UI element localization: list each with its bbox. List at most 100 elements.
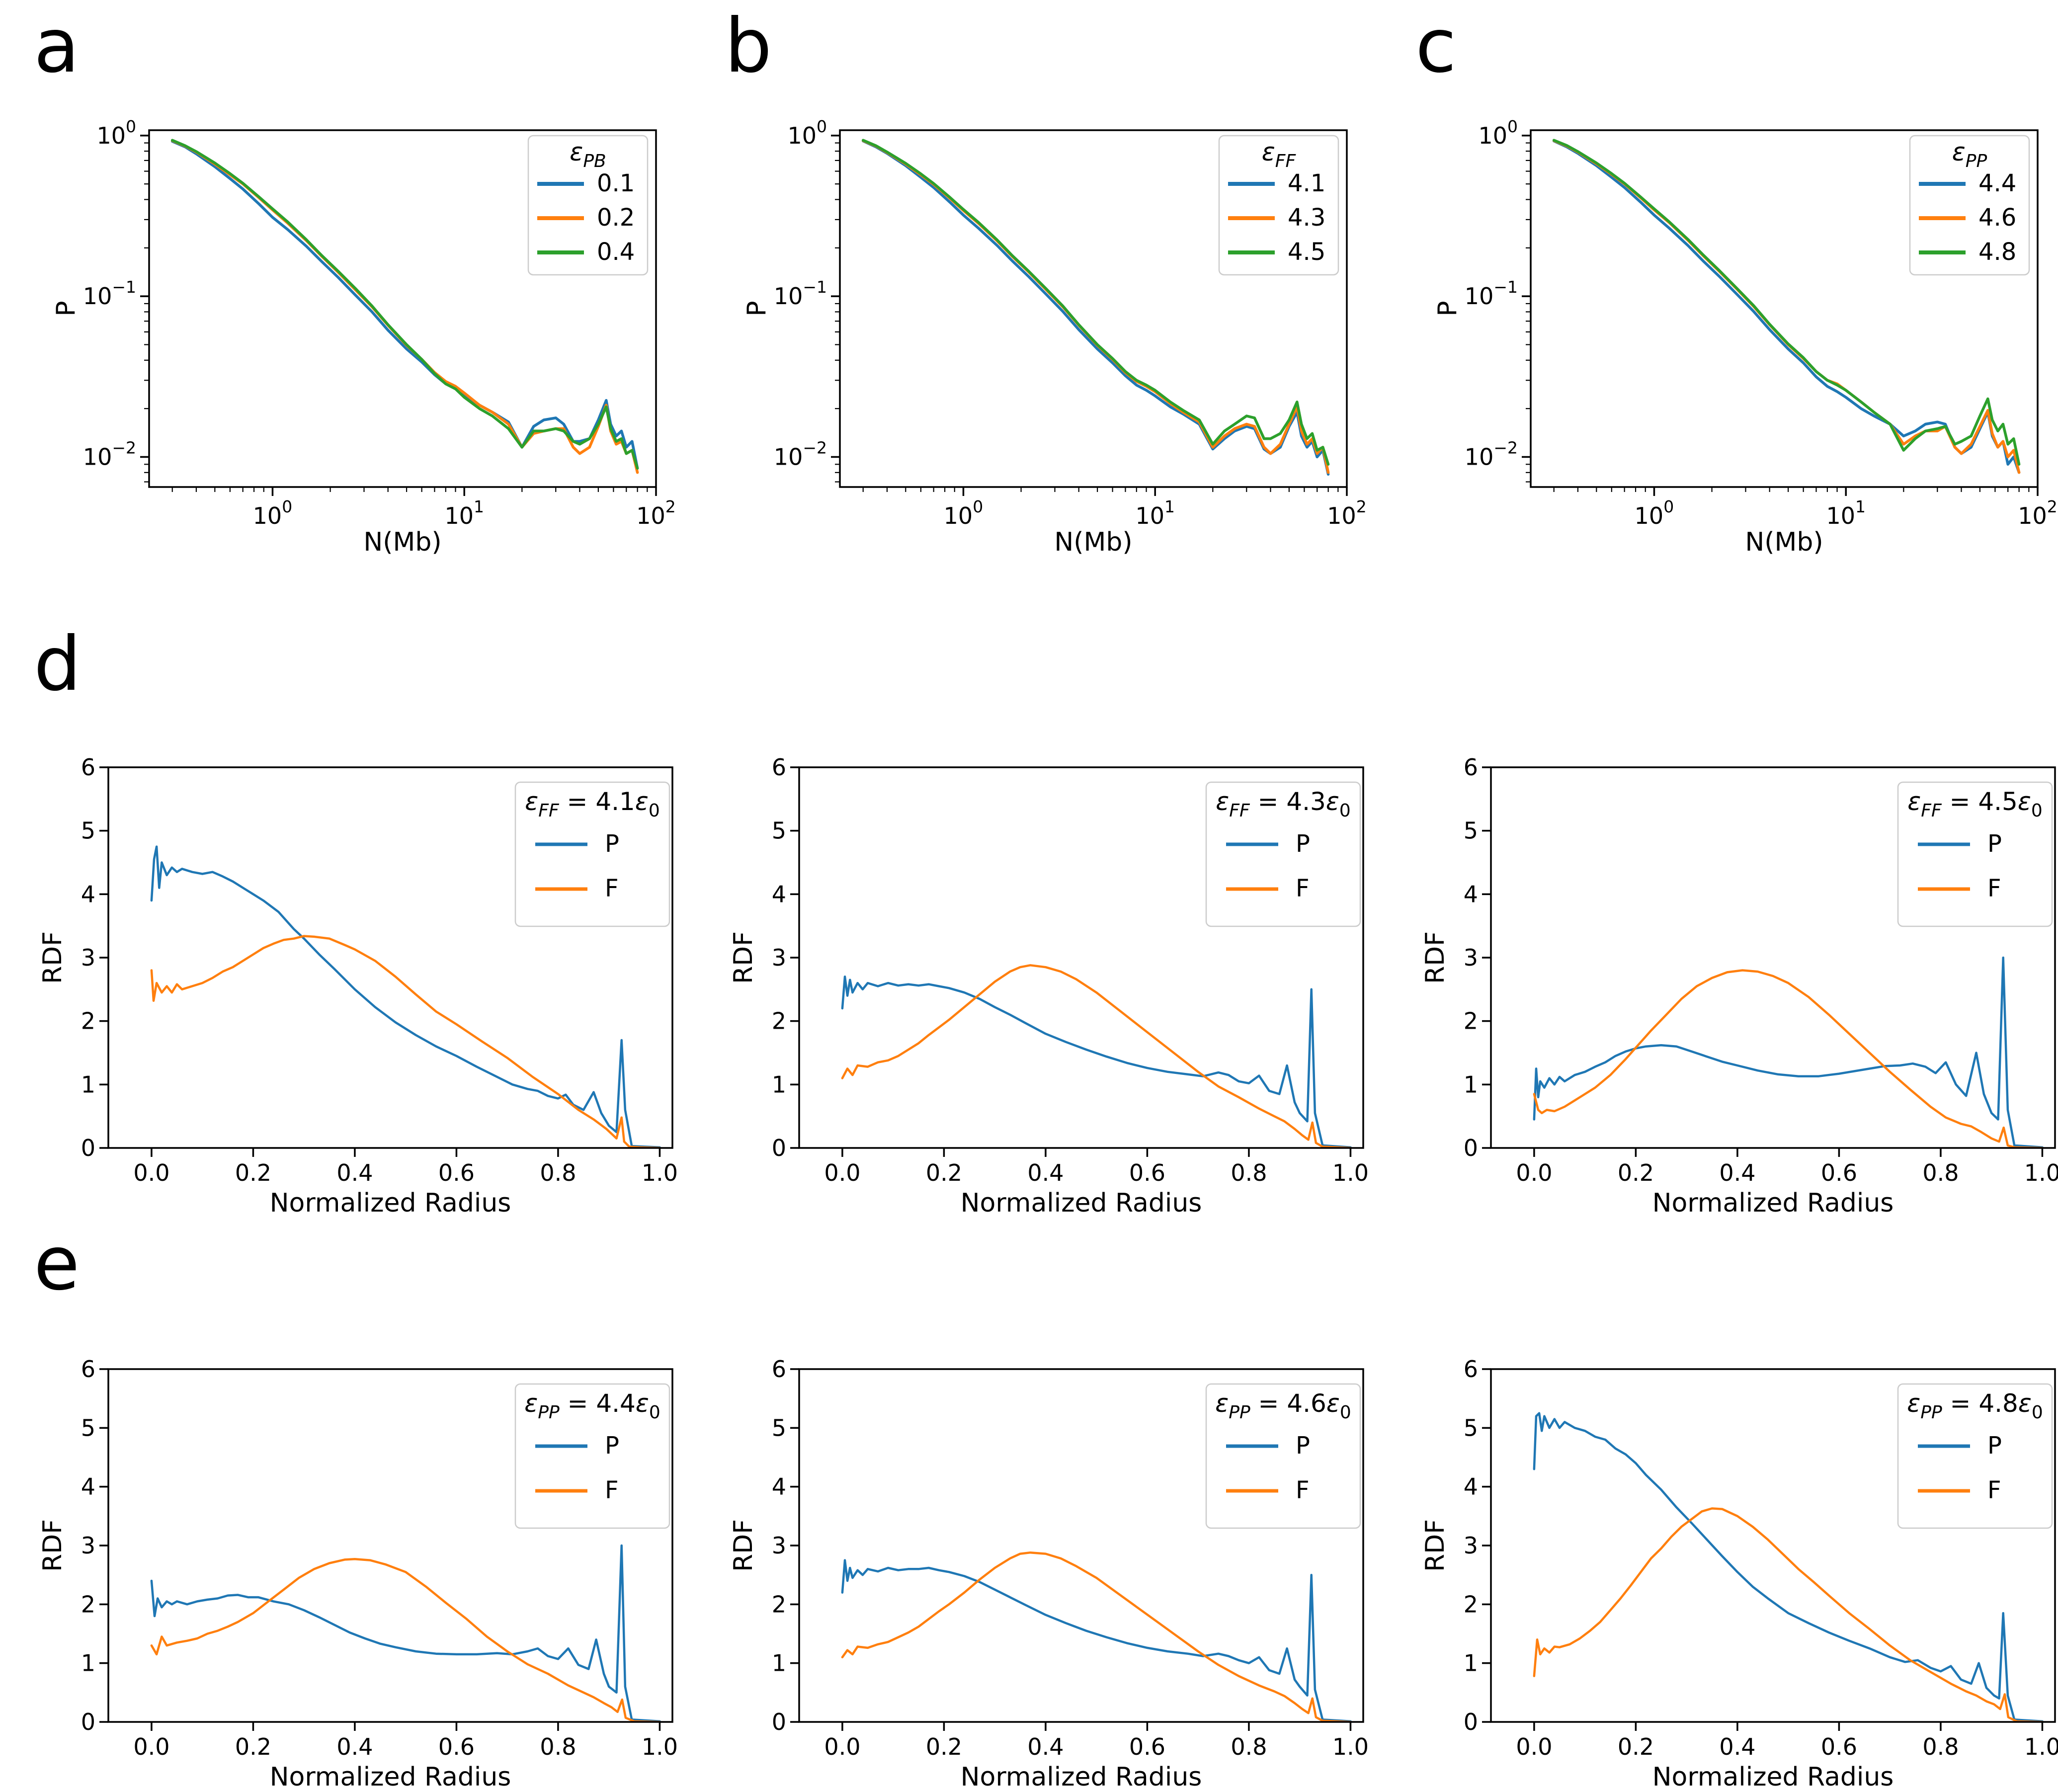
y-tick-label: 4 <box>772 881 786 907</box>
chart-d3: 0.0 0.2 0.4 0.6 0.8 1.0 0 1 2 3 4 5 6 Normalized Radi… <box>1420 754 2058 1218</box>
y-tick-label: 4 <box>81 881 95 907</box>
x-axis-label: N(Mb) <box>1054 527 1132 557</box>
legend-title: εFF <box>1262 138 1297 171</box>
x-tick-label: 1.0 <box>642 1159 678 1186</box>
x-tick-label: 1.0 <box>1332 1733 1369 1760</box>
y-tick-label: 3 <box>1464 944 1478 971</box>
legend-entry-label: 4.3 <box>1288 204 1325 232</box>
x-tick-label: 0.6 <box>1129 1159 1165 1186</box>
y-tick-label: 4 <box>1464 1473 1478 1500</box>
x-tick-label: 101 <box>444 497 484 529</box>
y-tick-label: 2 <box>772 1591 786 1618</box>
legend-entry-label: 0.1 <box>597 169 635 197</box>
x-tick-label: 100 <box>253 497 293 529</box>
y-tick-label: 4 <box>1464 881 1478 907</box>
series-P <box>1533 956 2044 1148</box>
y-tick-label: 10−2 <box>83 438 136 471</box>
legend-entry-label: F <box>1296 875 1310 902</box>
y-tick-label: 3 <box>81 944 95 971</box>
series-4.5 <box>861 139 1330 466</box>
x-tick-label: 1.0 <box>2024 1159 2058 1186</box>
y-tick-label: 1 <box>81 1071 95 1098</box>
x-tick-label: 100 <box>944 497 984 529</box>
x-tick-label: 102 <box>2018 497 2058 529</box>
y-tick-label: 1 <box>1464 1650 1478 1677</box>
y-tick-label: 1 <box>772 1650 786 1677</box>
y-axis-label: RDF <box>1420 931 1450 984</box>
x-axis-label: N(Mb) <box>363 527 441 557</box>
panel-letter-b: b <box>725 3 772 89</box>
legend-entry-label: F <box>1296 1476 1310 1504</box>
legend-title: εPP = 4.8ε0 <box>1907 1389 2043 1423</box>
x-tick-label: 0.8 <box>1922 1159 1959 1186</box>
x-tick-label: 0.0 <box>1516 1733 1552 1760</box>
y-tick-label: 10−1 <box>1465 277 1518 310</box>
y-tick-label: 3 <box>1464 1532 1478 1559</box>
x-tick-label: 0.8 <box>1231 1159 1267 1186</box>
y-tick-label: 100 <box>1478 117 1518 149</box>
series-P <box>150 845 661 1148</box>
chart-e2: 0.0 0.2 0.4 0.6 0.8 1.0 0 1 2 3 4 5 6 Normalized Radi… <box>729 1356 1369 1792</box>
y-tick-label: 2 <box>81 1591 95 1618</box>
x-tick-label: 1.0 <box>1332 1159 1369 1186</box>
x-tick-label: 1.0 <box>2024 1733 2058 1760</box>
series-F <box>841 964 1352 1148</box>
y-tick-label: 3 <box>81 1532 95 1559</box>
x-tick-label: 0.6 <box>438 1159 475 1186</box>
y-tick-label: 5 <box>81 817 95 844</box>
x-axis-label: Normalized Radius <box>270 1188 511 1218</box>
y-tick-label: 1 <box>81 1650 95 1677</box>
series-F <box>150 1557 661 1722</box>
y-axis-label: RDF <box>38 931 68 984</box>
x-tick-label: 0.6 <box>438 1733 475 1760</box>
y-tick-label: 5 <box>772 817 786 844</box>
series-P <box>841 976 1352 1148</box>
y-tick-label: 3 <box>772 1532 786 1559</box>
y-tick-label: 6 <box>772 1356 786 1383</box>
x-tick-label: 0.8 <box>1922 1733 1959 1760</box>
chart-e1: 0.0 0.2 0.4 0.6 0.8 1.0 0 1 2 3 4 5 6 Normalized Radi… <box>38 1356 678 1792</box>
x-tick-label: 0.8 <box>540 1733 576 1760</box>
x-axis-label: Normalized Radius <box>270 1762 511 1792</box>
panel-letter-e: e <box>34 1221 80 1307</box>
x-tick-label: 1.0 <box>642 1733 678 1760</box>
legend-entry-label: F <box>1987 875 2001 902</box>
y-axis-label: P <box>1433 301 1463 316</box>
y-axis-label: RDF <box>729 931 758 984</box>
x-tick-label: 0.4 <box>336 1159 373 1186</box>
x-axis-label: Normalized Radius <box>961 1188 1202 1218</box>
x-tick-label: 0.6 <box>1821 1159 1857 1186</box>
series-F <box>1533 1507 2044 1722</box>
series-F <box>1533 969 2044 1148</box>
x-tick-label: 0.6 <box>1821 1733 1857 1760</box>
x-tick-label: 0.4 <box>1719 1733 1755 1760</box>
plot-box <box>148 129 657 488</box>
panel-letter-c: c <box>1415 3 1457 89</box>
legend-entry-label: F <box>605 1476 619 1504</box>
chart-e3: 0.0 0.2 0.4 0.6 0.8 1.0 0 1 2 3 4 5 6 Normalized Radi… <box>1420 1356 2058 1792</box>
legend-entry-label: 4.8 <box>1978 238 2016 266</box>
x-tick-label: 0.6 <box>1129 1733 1165 1760</box>
series-P <box>150 1544 661 1722</box>
series-P <box>1533 1412 2044 1722</box>
y-tick-label: 2 <box>81 1008 95 1035</box>
legend-entry-label: P <box>1296 1432 1310 1460</box>
x-tick-label: 0.2 <box>926 1159 962 1186</box>
y-tick-label: 1 <box>772 1071 786 1098</box>
legend-title: εPP <box>1952 138 1987 171</box>
legend-entry-label: P <box>1987 830 2002 858</box>
legend-title: εPP = 4.6ε0 <box>1215 1389 1351 1423</box>
legend-entry-label: P <box>1296 830 1310 858</box>
legend-entry-label: F <box>1987 1476 2001 1504</box>
x-tick-label: 0.4 <box>1027 1733 1064 1760</box>
x-tick-label: 101 <box>1826 497 1866 529</box>
legend-title: εFF = 4.5ε0 <box>1907 787 2043 821</box>
x-axis-label: N(Mb) <box>1745 527 1823 557</box>
chart-d1: 0.0 0.2 0.4 0.6 0.8 1.0 0 1 2 3 4 5 6 Normalized Radi… <box>38 754 678 1218</box>
y-tick-label: 0 <box>1464 1135 1478 1161</box>
x-axis-label: Normalized Radius <box>961 1762 1202 1792</box>
legend-title: εPB <box>570 138 606 171</box>
